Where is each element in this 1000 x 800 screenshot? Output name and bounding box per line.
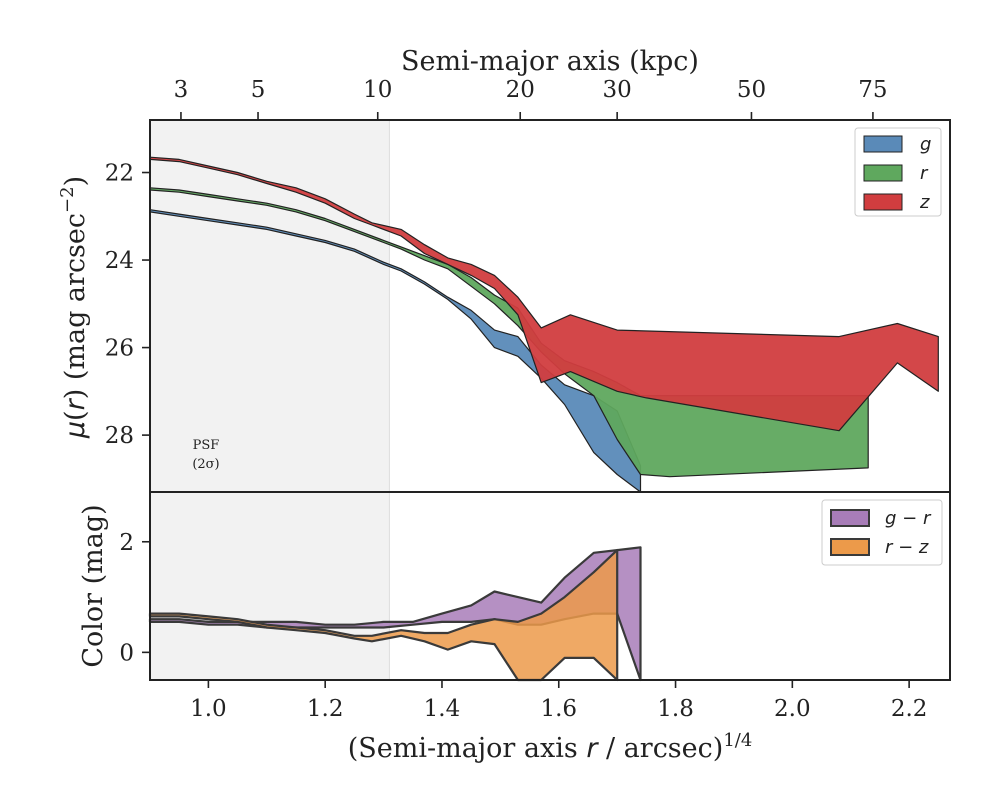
x-tick-label: 1.4 bbox=[424, 696, 461, 722]
color-y-tick-label: 2 bbox=[119, 530, 134, 556]
top-axis-title: Semi-major axis (kpc) bbox=[401, 46, 699, 77]
legends: grz g − r r − z bbox=[821, 127, 943, 566]
y-tick-label: 22 bbox=[105, 161, 134, 187]
top-tick-label: 20 bbox=[506, 77, 535, 103]
psf-label-line1: PSF bbox=[193, 438, 220, 453]
y-axis-title-top: μ(r) (mag arcsec−2) bbox=[57, 176, 91, 439]
psf-label-line2: (2σ) bbox=[192, 457, 219, 472]
x-tick-label: 1.2 bbox=[307, 696, 344, 722]
band-z bbox=[149, 156, 939, 432]
top-tick-label: 50 bbox=[737, 77, 766, 103]
x-tick-label: 1.8 bbox=[657, 696, 694, 722]
tick-labels: 1.0 1.2 1.4 1.6 1.8 2.0 2.23 5 10 20 30 50 752224262… bbox=[105, 77, 928, 722]
y-axis-title-bottom: Color (mag) bbox=[78, 504, 109, 667]
x-axis-title: (Semi-major axis r / arcsec)1/4 bbox=[348, 730, 753, 764]
y-tick-label: 26 bbox=[105, 336, 134, 362]
x-tick-label: 2.0 bbox=[774, 696, 811, 722]
legend-swatch-z bbox=[863, 193, 903, 211]
legend-swatch-g bbox=[863, 135, 903, 153]
x-tick-label: 2.2 bbox=[891, 696, 928, 722]
top-tick-label: 3 bbox=[174, 77, 189, 103]
bottom-panel-frame bbox=[149, 491, 951, 681]
y-tick-label: 24 bbox=[105, 248, 134, 274]
axes-frames bbox=[149, 119, 951, 681]
tick-marks bbox=[142, 112, 910, 688]
top-tick-label: 10 bbox=[363, 77, 392, 103]
legend-label-r: r bbox=[920, 163, 929, 184]
legend-label-color-0: g − r bbox=[885, 508, 932, 529]
legend-label-g: g bbox=[920, 134, 931, 155]
top-tick-label: 75 bbox=[858, 77, 887, 103]
legend-label-color-1: r − z bbox=[885, 537, 929, 558]
legend-swatch-r bbox=[863, 164, 903, 182]
color-y-tick-label: 0 bbox=[119, 640, 134, 666]
x-tick-label: 1.0 bbox=[190, 696, 227, 722]
top-tick-label: 30 bbox=[603, 77, 632, 103]
y-tick-label: 28 bbox=[105, 423, 134, 449]
top-tick-label: 5 bbox=[251, 77, 266, 103]
legend-swatch-color-0 bbox=[830, 509, 870, 527]
legend-label-z: z bbox=[919, 192, 930, 213]
legend-swatch-color-1 bbox=[830, 538, 870, 556]
x-tick-label: 1.6 bbox=[540, 696, 577, 722]
